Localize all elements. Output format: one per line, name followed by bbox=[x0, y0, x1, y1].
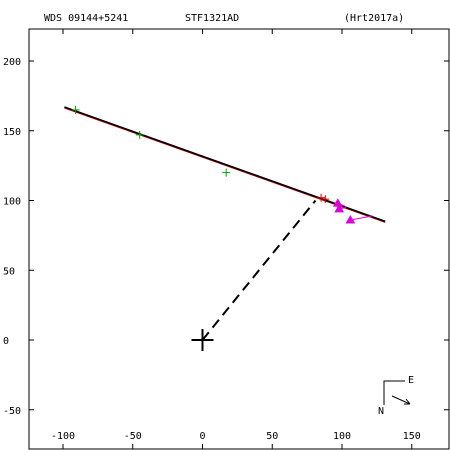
compass-axes bbox=[383, 380, 405, 405]
orbit-underlay bbox=[64, 107, 386, 223]
measurements bbox=[71, 105, 373, 224]
x-tick-label: 0 bbox=[199, 431, 205, 442]
plot-frame bbox=[28, 28, 450, 450]
residual-line bbox=[350, 215, 373, 221]
y-tick-label: 200 bbox=[3, 57, 21, 68]
x-tick-label: -50 bbox=[124, 431, 142, 442]
measurement-plus bbox=[317, 193, 326, 202]
x-tick-label: -100 bbox=[51, 431, 75, 442]
measurement-plus bbox=[71, 105, 80, 114]
motion-arrow-icon bbox=[391, 395, 411, 405]
y-tick-label: 50 bbox=[3, 266, 15, 277]
x-tick-label: 100 bbox=[333, 431, 351, 442]
y-tick-label: 150 bbox=[3, 127, 21, 138]
measurement-triangle bbox=[332, 198, 343, 207]
connector-line bbox=[201, 199, 317, 341]
measurement-triangle bbox=[334, 203, 345, 213]
axis-ticks bbox=[29, 29, 449, 449]
y-tick-label: -50 bbox=[3, 406, 21, 417]
header-wds-id: WDS 09144+5241 bbox=[44, 13, 128, 24]
x-tick-label: 50 bbox=[266, 431, 278, 442]
compass-east-label: E bbox=[408, 375, 414, 386]
header-reference: (Hrt2017a) bbox=[344, 13, 404, 24]
primary-star-cross bbox=[191, 329, 214, 351]
primary-star bbox=[191, 329, 214, 351]
y-tick-label: 100 bbox=[3, 197, 21, 208]
compass-north-label: N bbox=[378, 406, 384, 417]
measurement-triangle bbox=[345, 215, 356, 224]
y-tick-label: 0 bbox=[3, 336, 9, 347]
compass-rose: E N bbox=[378, 375, 414, 417]
tick-labels: -100 -50 0 50 100 150 -50 0 50 100 150 200 bbox=[3, 57, 421, 442]
plot-border bbox=[28, 28, 450, 450]
x-tick-label: 150 bbox=[403, 431, 421, 442]
primary-connector bbox=[201, 199, 317, 341]
orbit-line bbox=[64, 106, 386, 223]
orbit-fit bbox=[64, 106, 386, 223]
header-pair-name: STF1321AD bbox=[185, 13, 239, 24]
measurement-plus bbox=[321, 195, 330, 204]
measurement-plus bbox=[222, 168, 231, 177]
measurement-plus bbox=[135, 130, 144, 139]
